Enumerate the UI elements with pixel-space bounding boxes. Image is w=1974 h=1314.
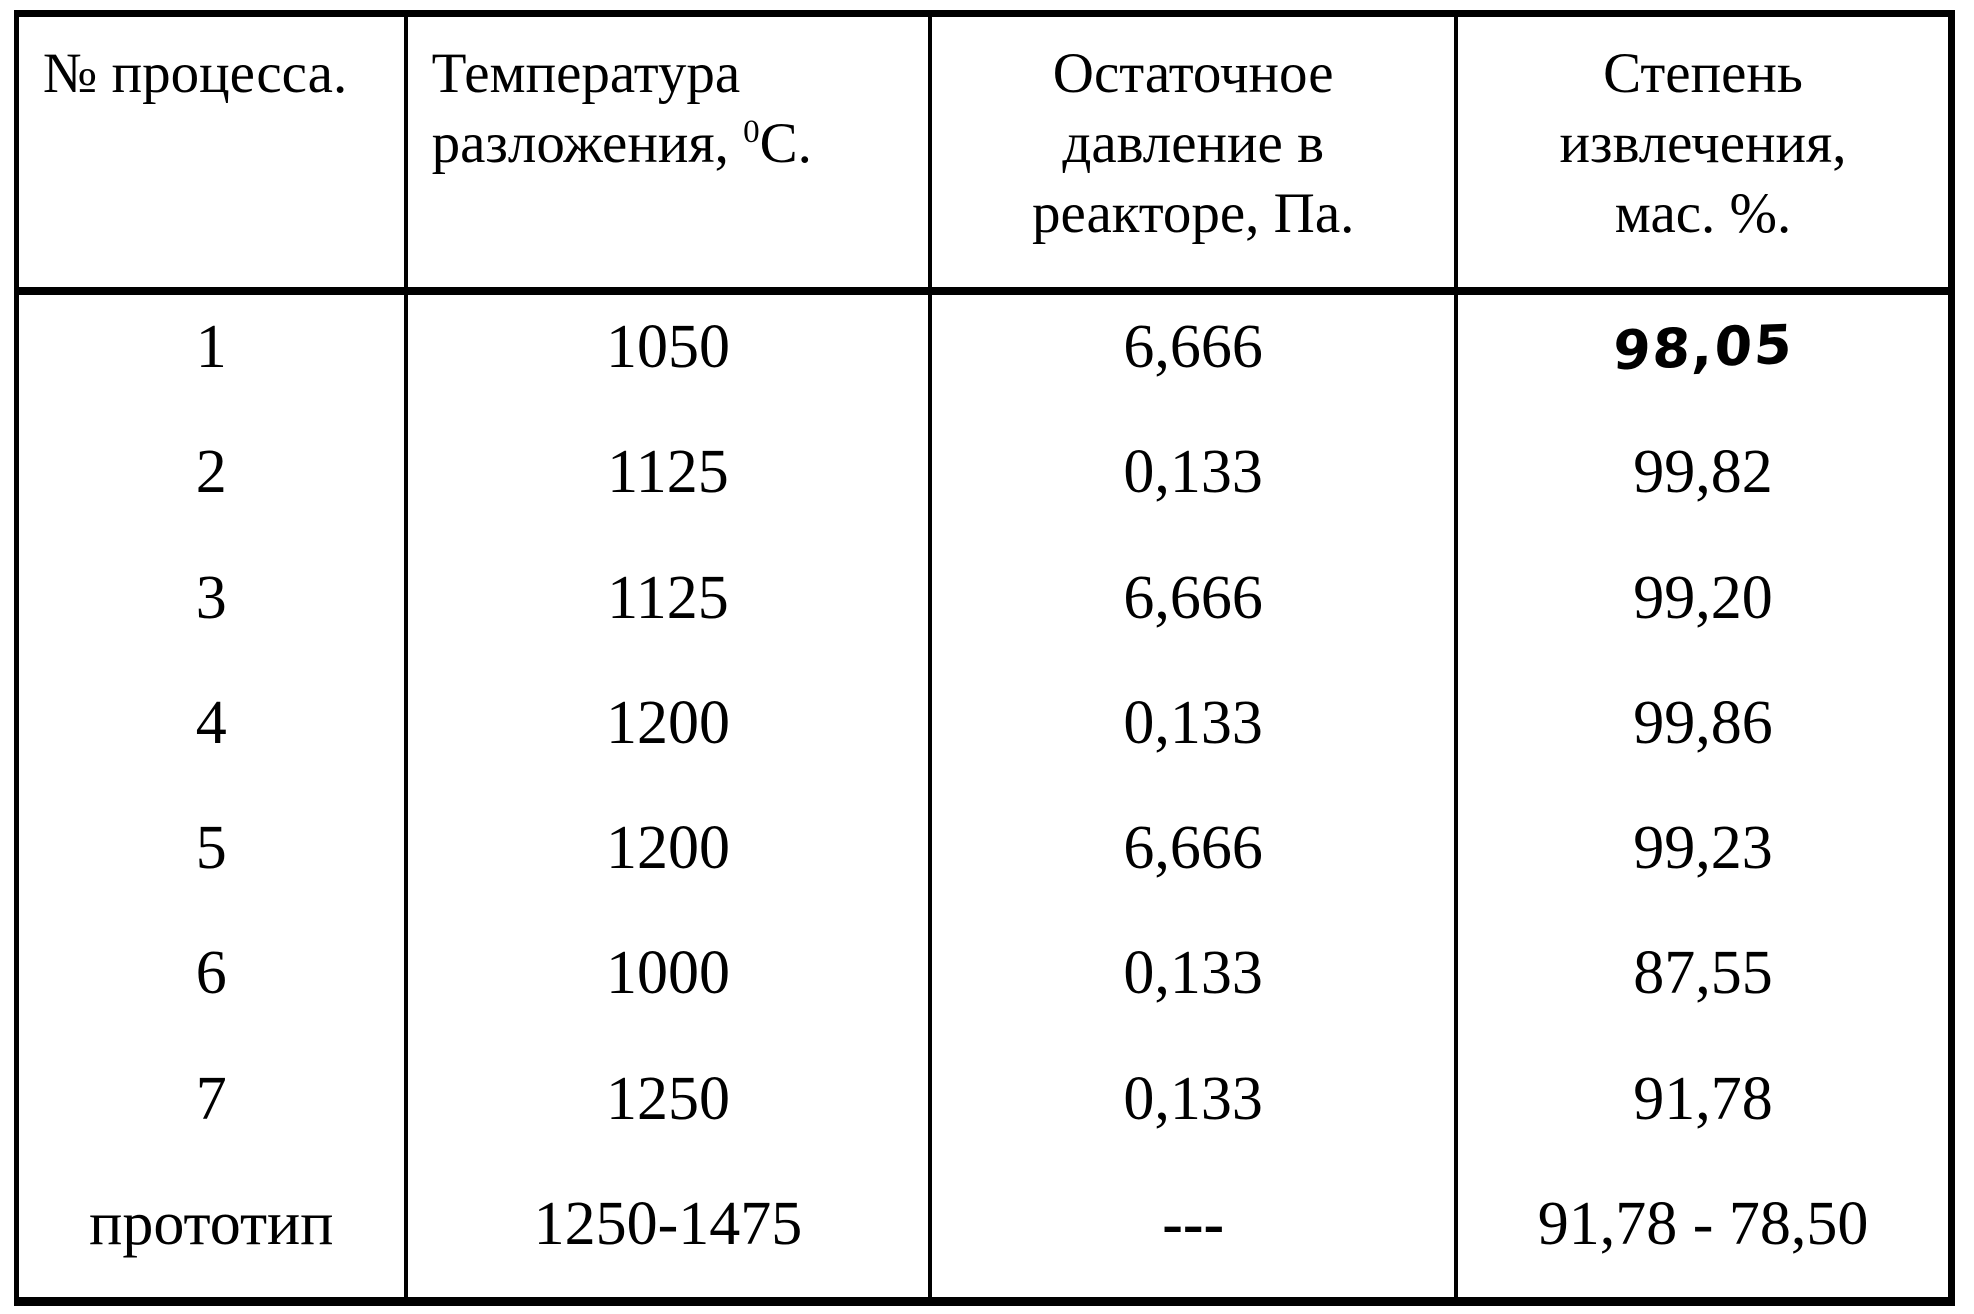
process-no-cell: 3: [19, 545, 408, 671]
extraction-cell: 91,78: [1458, 1047, 1948, 1172]
pressure-cell: 0,133: [932, 921, 1459, 1047]
process-no-value: 6: [195, 939, 227, 1008]
pressure-cell: 6,666: [932, 796, 1459, 922]
temperature-header-unit: С.: [759, 112, 812, 175]
temperature-cell: 1125: [408, 545, 933, 671]
extraction-header-line2: извлечения,: [1559, 112, 1847, 175]
process-no-value: 2: [195, 438, 227, 507]
extraction-cell: 99,82: [1458, 420, 1948, 545]
pressure-value-empty: ---: [1162, 1189, 1225, 1258]
temperature-header-line1: Температура: [431, 42, 741, 105]
temperature-cell: 1125: [408, 420, 933, 546]
pressure-value: 6,666: [1123, 563, 1263, 632]
process-no-cell: 1: [19, 295, 408, 421]
temperature-cell: 1250-1475: [408, 1171, 933, 1297]
temperature-value: 1050: [605, 313, 730, 382]
header-decomposition-temperature: Температура разложения, 0С.: [407, 17, 933, 295]
extraction-cell: 87,55: [1458, 921, 1948, 1046]
process-no-value: 3: [195, 563, 227, 632]
pressure-cell: 0,133: [932, 670, 1459, 796]
extraction-value-handwritten: 98,05: [1611, 312, 1796, 383]
temperature-value: 1000: [605, 939, 730, 1008]
process-no-value: 4: [195, 688, 227, 757]
pressure-value: 0,133: [1123, 1064, 1263, 1133]
pressure-value: 6,666: [1123, 814, 1263, 883]
extraction-header-line1: Степень: [1603, 42, 1803, 105]
header-process-number-label: № процесса.: [43, 42, 348, 105]
header-process-number: № процесса.: [19, 17, 408, 295]
temperature-value: 1200: [605, 814, 730, 883]
extraction-cell: 91,78 - 78,50: [1458, 1172, 1948, 1297]
temperature-cell: 1200: [408, 796, 933, 922]
extraction-value: 91,78 - 78,50: [1537, 1189, 1869, 1258]
extraction-value: 99,23: [1633, 814, 1773, 883]
extraction-cell: 98,05: [1458, 295, 1948, 420]
extraction-value: 91,78: [1633, 1064, 1773, 1133]
process-no-cell: 2: [19, 420, 408, 546]
pressure-cell: 0,133: [932, 1046, 1459, 1172]
extraction-cell: 99,20: [1458, 546, 1948, 671]
pressure-header-line1: Остаточное: [1052, 42, 1334, 105]
temperature-header-line2: разложения,: [431, 112, 744, 175]
process-no-cell: 7: [19, 1046, 408, 1172]
temperature-value: 1125: [607, 438, 729, 507]
header-extraction-degree: Степень извлечения, мас. %.: [1458, 17, 1948, 295]
process-no-cell-prototype: прототип: [19, 1171, 408, 1297]
pressure-header-line3: реакторе, Па.: [1031, 182, 1355, 245]
temperature-cell: 1250: [408, 1046, 933, 1172]
degree-superscript: 0: [743, 114, 760, 150]
extraction-cell: 99,86: [1458, 671, 1948, 796]
process-no-value: 1: [195, 313, 227, 382]
temperature-value: 1250-1475: [533, 1189, 803, 1258]
temperature-cell: 1000: [408, 921, 933, 1047]
header-extraction-degree-label: Степень извлечения, мас. %.: [1560, 39, 1847, 249]
process-no-value: 5: [195, 814, 227, 883]
pressure-cell: 0,133: [932, 420, 1459, 546]
pressure-value: 0,133: [1123, 939, 1263, 1008]
extraction-value: 99,20: [1633, 563, 1773, 632]
header-residual-pressure: Остаточное давление в реакторе, Па.: [932, 17, 1459, 295]
extraction-value: 99,86: [1633, 688, 1773, 757]
header-residual-pressure-label: Остаточное давление в реакторе, Па.: [1032, 39, 1354, 249]
pressure-cell: 6,666: [932, 295, 1459, 421]
process-no-value: прототип: [89, 1189, 334, 1258]
temperature-value: 1125: [607, 563, 729, 632]
pressure-header-line2: давление в: [1062, 112, 1325, 175]
process-no-value: 7: [195, 1064, 227, 1133]
temperature-value: 1250: [605, 1064, 730, 1133]
pressure-value: 6,666: [1123, 313, 1263, 382]
extraction-value: 99,82: [1633, 438, 1773, 507]
pressure-cell: ---: [932, 1171, 1459, 1297]
process-no-cell: 5: [19, 796, 408, 922]
extraction-value: 87,55: [1633, 939, 1773, 1008]
process-results-table: № процесса. Температура разложения, 0С. …: [14, 10, 1955, 1306]
header-decomposition-temperature-label: Температура разложения, 0С.: [432, 39, 812, 179]
process-no-cell: 4: [19, 670, 408, 796]
temperature-value: 1200: [605, 688, 730, 757]
pressure-value: 0,133: [1123, 438, 1263, 507]
process-no-cell: 6: [19, 921, 408, 1047]
temperature-cell: 1050: [408, 295, 933, 421]
pressure-cell: 6,666: [932, 545, 1459, 671]
extraction-header-line3: мас. %.: [1614, 182, 1792, 245]
extraction-cell: 99,23: [1458, 796, 1948, 921]
pressure-value: 0,133: [1123, 688, 1263, 757]
temperature-cell: 1200: [408, 670, 933, 796]
